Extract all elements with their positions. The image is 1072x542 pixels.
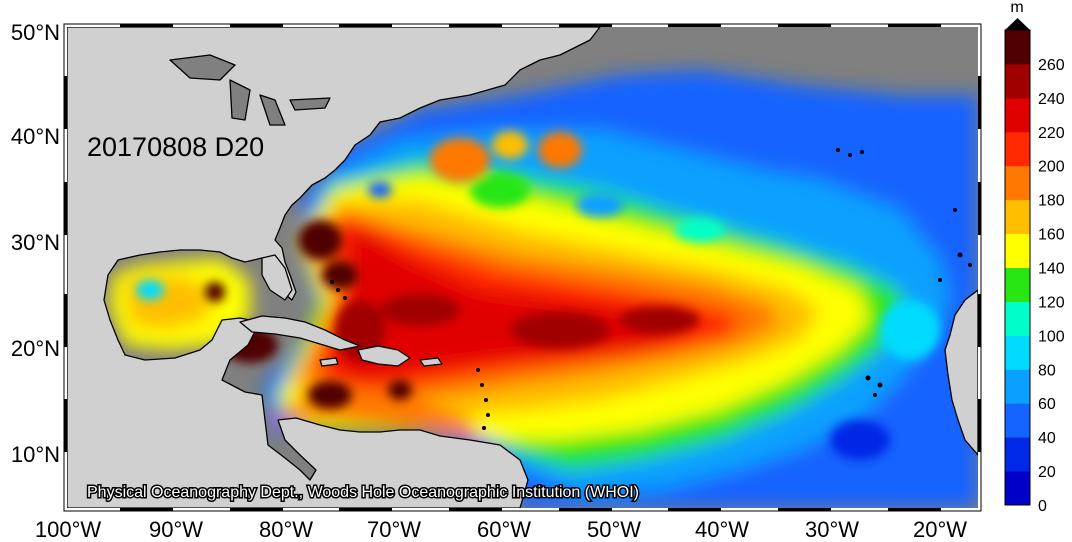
- colorbar-ticks: 0 20 40 60 80 100 120 140 160 180 200 220 240 260: [1038, 57, 1065, 515]
- colorbar-swatch: [1005, 267, 1030, 302]
- colorbar-swatch: [1005, 301, 1030, 336]
- colorbar-swatch: [1005, 63, 1030, 99]
- africa: [944, 289, 978, 456]
- colorbar-tick-label: 200: [1038, 159, 1065, 176]
- colorbar-tick-label: 260: [1038, 57, 1065, 74]
- colorbar-swatch: [1005, 335, 1030, 370]
- small-islands: [330, 148, 972, 430]
- colorbar-tick-label: 40: [1038, 430, 1056, 447]
- puerto-rico-island: [419, 357, 443, 367]
- frame-bands: [64, 24, 981, 511]
- colorbar-swatch: [1005, 233, 1030, 268]
- lat-label-40: 40°N: [11, 124, 60, 149]
- colorbar-tick-label: 80: [1038, 362, 1056, 379]
- lon-label-70: 70°W: [367, 517, 421, 542]
- d20-field: [110, 70, 978, 508]
- map-area: 20170808 D20 Physical Oceanography Dept.…: [67, 27, 978, 508]
- colorbar-tick-label: 160: [1038, 227, 1065, 244]
- colorbar-swatch: [1005, 30, 1030, 65]
- lon-label-90: 90°W: [149, 517, 203, 542]
- lon-label-40: 40°W: [695, 517, 749, 542]
- colorbar-tick-label: 20: [1038, 464, 1056, 481]
- colorbar-overflow-arrow: [1005, 18, 1030, 30]
- colorbar: m 0 20 40 60 80 100 120 140 160 180 200 220 240 260: [1004, 0, 1065, 515]
- cuba-island: [239, 315, 361, 351]
- lat-label-10: 10°N: [11, 442, 60, 467]
- north-america: [67, 27, 601, 508]
- colorbar-swatch: [1005, 131, 1030, 167]
- colorbar-swatch: [1005, 471, 1030, 506]
- lon-label-80: 80°W: [259, 517, 313, 542]
- lon-label-20: 20°W: [913, 517, 967, 542]
- date-label: 20170808 D20: [87, 132, 264, 162]
- lon-label-60: 60°W: [477, 517, 531, 542]
- florida-peninsula: [261, 254, 293, 301]
- colorbar-tick-label: 180: [1038, 193, 1065, 210]
- colorbar-swatch: [1005, 199, 1030, 235]
- jamaica-island: [319, 357, 339, 367]
- lat-labels: 50°N 40°N 30°N 20°N 10°N: [11, 20, 60, 467]
- hispaniola-island: [357, 345, 411, 367]
- credit-text: Physical Oceanography Dept., Woods Hole …: [87, 484, 639, 501]
- colorbar-tick-label: 220: [1038, 125, 1065, 142]
- colorbar-tick-label: 240: [1038, 91, 1065, 108]
- colorbar-tick-label: 60: [1038, 396, 1056, 413]
- lon-label-100: 100°W: [35, 517, 102, 542]
- colorbar-swatch: [1005, 403, 1030, 438]
- great-lakes: [169, 54, 331, 126]
- colorbar-tick-label: 0: [1038, 498, 1047, 515]
- colorbar-border: [1004, 29, 1031, 506]
- colorbar-tick-label: 120: [1038, 294, 1065, 311]
- lon-label-50: 50°W: [587, 517, 641, 542]
- colorbar-tick-label: 140: [1038, 261, 1065, 278]
- colorbar-swatch: [1005, 97, 1030, 133]
- land: [67, 27, 978, 508]
- colorbar-swatches: [1004, 18, 1031, 506]
- colorbar-tick-label: 100: [1038, 328, 1065, 345]
- colorbar-swatch: [1005, 369, 1030, 404]
- lat-label-30: 30°N: [11, 230, 60, 255]
- lon-label-30: 30°W: [805, 517, 859, 542]
- lat-label-20: 20°N: [11, 336, 60, 361]
- lon-labels: 100°W 90°W 80°W 70°W 60°W 50°W 40°W 30°W…: [35, 517, 967, 542]
- colorbar-swatch: [1005, 437, 1030, 472]
- colorbar-swatch: [1005, 165, 1030, 201]
- colorbar-unit: m: [1010, 0, 1023, 16]
- lat-label-50: 50°N: [11, 20, 60, 45]
